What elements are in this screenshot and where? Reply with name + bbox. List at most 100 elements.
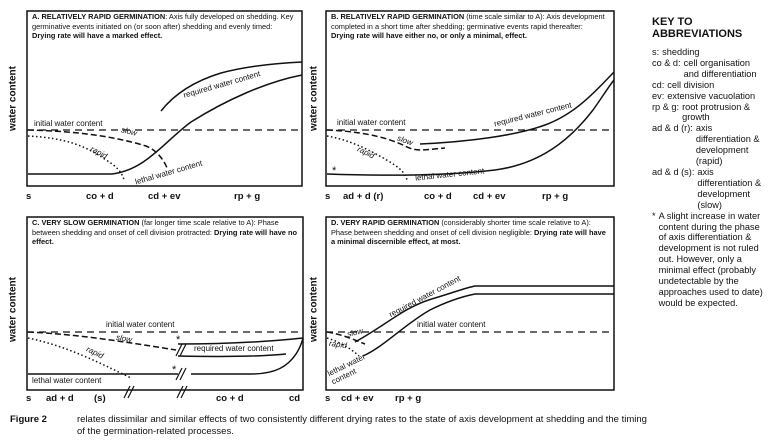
panel-c-tick-co-d: co + d — [216, 393, 244, 404]
key-def: shedding — [662, 47, 700, 57]
panel-c-break-mark-1a — [175, 343, 183, 357]
figure-caption: Figure 2 relates dissimilar and similar … — [10, 414, 760, 437]
panel-b-rapid-curve — [326, 135, 408, 181]
key-abbr: cd: — [652, 79, 665, 90]
key-def: root protrusion & growth — [682, 101, 750, 123]
key-abbr: ad & d (r): — [652, 123, 693, 134]
panel-c-letter: C. — [32, 218, 40, 227]
key-def: extensive vacuolation — [667, 90, 756, 101]
panel-d-required-curve — [354, 285, 614, 343]
panel-c-body: (far longer time scale relative to A): P… — [32, 218, 279, 237]
panel-c-effect: Drying rate will have no effect. — [32, 227, 297, 247]
figure-caption-text: relates dissimilar and similar effects o… — [77, 414, 647, 437]
panel-b-tick-co-d: co + d — [424, 191, 452, 202]
key-item: ad & d (s): axis differentiation & develo… — [652, 167, 767, 211]
panel-a: A. RELATIVELY RAPID GERMINATION: Axis fu… — [26, 10, 311, 202]
key-item: ev: extensive vacuolation — [652, 91, 767, 102]
panel-a-description: A. RELATIVELY RAPID GERMINATION: Axis fu… — [32, 12, 294, 41]
panel-c-lethal-label: lethal water content — [32, 376, 102, 385]
key-title-line-2: ABBREVIATIONS — [652, 28, 743, 40]
panel-d-tick-cd-ev: cd + ev — [341, 393, 374, 404]
key-title-line-1: KEY TO — [652, 16, 693, 28]
panel-c-asterisk-upper: * — [176, 334, 181, 346]
panel-c-y-axis-label: water content — [7, 277, 19, 343]
panel-d-heading: VERY RAPID GERMINATION — [340, 218, 440, 227]
key-abbr: ev: — [652, 90, 665, 101]
key-item: s: shedding — [652, 47, 767, 58]
panel-a-frame — [26, 10, 303, 187]
panel-b-tick-rp-g: rp + g — [542, 191, 569, 202]
panel-d-frame — [325, 216, 615, 391]
panel-a-body: : Axis fully developed on shedding. Key … — [32, 12, 294, 31]
panel-b: B. RELATIVELY RAPID GERMINATION (time sc… — [325, 10, 625, 202]
panel-c-break-mark-axis-b — [127, 385, 135, 399]
panel-c-heading: VERY SLOW GERMINATION — [41, 218, 140, 227]
panel-b-y-axis-label: water content — [308, 66, 320, 132]
key-def: cell organisation and differentiation — [683, 57, 757, 79]
key-abbr: s: — [652, 47, 660, 57]
panel-c-description: C. VERY SLOW GERMINATION (far longer tim… — [32, 218, 298, 247]
key-item: rp & g: root protrusion & growth — [652, 102, 767, 124]
key-abbr: * — [652, 210, 656, 221]
key-def: axis differentiation & development (slow… — [697, 166, 762, 210]
panel-a-initial-label: initial water content — [34, 119, 103, 128]
panel-c-tick-s: s — [26, 393, 32, 404]
panel-c-required-curve — [177, 337, 304, 345]
panel-c-break-mark-2a — [175, 367, 183, 381]
panel-b-slow-curve — [326, 129, 446, 151]
key-item: co & d: cell organisation and differentia… — [652, 58, 767, 80]
panel-c-asterisk-lower: * — [172, 364, 177, 376]
panel-b-required-curve — [419, 71, 615, 145]
panel-a-slow-curve — [27, 129, 169, 171]
panel-a-tick-co-d: co + d — [86, 191, 114, 202]
panel-c-initial-label: initial water content — [106, 320, 175, 329]
panel-a-effect: Drying rate will have a marked effect. — [32, 31, 163, 41]
panel-a-tick-cd-ev: cd + ev — [148, 191, 181, 202]
key-item: ad & d (r): axis differentiation & develo… — [652, 123, 767, 167]
key-abbr: rp & g: — [652, 101, 680, 112]
panel-c-break-mark-axis2-a — [176, 385, 184, 399]
panel-d-description: D. VERY RAPID GERMINATION (considerably … — [331, 218, 611, 247]
panel-d-body: (considerably shorter time scale relativ… — [331, 218, 591, 237]
panel-b-graph — [325, 10, 615, 187]
panel-b-heading: RELATIVELY RAPID GERMINATION — [340, 12, 465, 21]
panel-c-break-mark-2b — [179, 367, 187, 381]
panel-c-tick-ad-d: ad + d — [46, 393, 74, 404]
key-to-abbreviations: KEY TO ABBREVIATIONS s: shedding co & d: c… — [652, 16, 767, 309]
key-item: cd: cell division — [652, 80, 767, 91]
panel-a-graph — [26, 10, 303, 187]
panel-a-y-axis-label: water content — [7, 66, 19, 132]
panel-c-final-rise — [250, 337, 304, 375]
panel-d-required-curve-lower — [362, 293, 614, 357]
panel-c-break-mark-1b — [179, 343, 187, 357]
panel-d-tick-rp-g: rp + g — [395, 393, 422, 404]
panel-c-tick-s-slow: (s) — [94, 393, 106, 404]
key-def: cell division — [667, 79, 715, 90]
panel-c-frame — [26, 216, 304, 391]
panel-b-description: B. RELATIVELY RAPID GERMINATION (time sc… — [331, 12, 606, 41]
panel-b-body: (time scale similar to A): Axis developm… — [331, 12, 605, 31]
panel-d-graph — [325, 216, 615, 391]
panel-b-required-curve-lower — [326, 79, 615, 176]
panel-d-y-axis-label: water content — [308, 277, 320, 343]
panel-a-required-curve — [160, 61, 303, 112]
panel-d: D. VERY RAPID GERMINATION (considerably … — [325, 216, 625, 406]
figure-number: Figure 2 — [10, 414, 47, 425]
panel-d-initial-label: initial water content — [417, 320, 486, 329]
panel-d-effect: Drying rate will have a minimal discerni… — [331, 227, 606, 247]
panel-a-required-curve-lower — [111, 74, 303, 175]
key-abbr: ad & d (s): — [652, 166, 695, 177]
panel-b-effect: Drying rate will have either no, or only… — [331, 31, 527, 41]
key-title: KEY TO ABBREVIATIONS — [652, 16, 767, 40]
key-def: A slight increase in water content durin… — [658, 210, 763, 308]
panel-d-letter: D. — [331, 218, 339, 227]
panel-b-asterisk: * — [332, 165, 337, 177]
panel-a-letter: A. — [32, 12, 40, 21]
panel-c: C. VERY SLOW GERMINATION (far longer tim… — [26, 216, 311, 406]
panel-c-slow-curve — [27, 331, 177, 351]
panel-b-frame — [325, 10, 615, 187]
panel-d-slow-curve — [326, 331, 366, 345]
panel-c-graph — [26, 216, 304, 399]
panel-b-letter: B. — [331, 12, 339, 21]
panel-c-break-mark-axis2-b — [180, 385, 188, 399]
